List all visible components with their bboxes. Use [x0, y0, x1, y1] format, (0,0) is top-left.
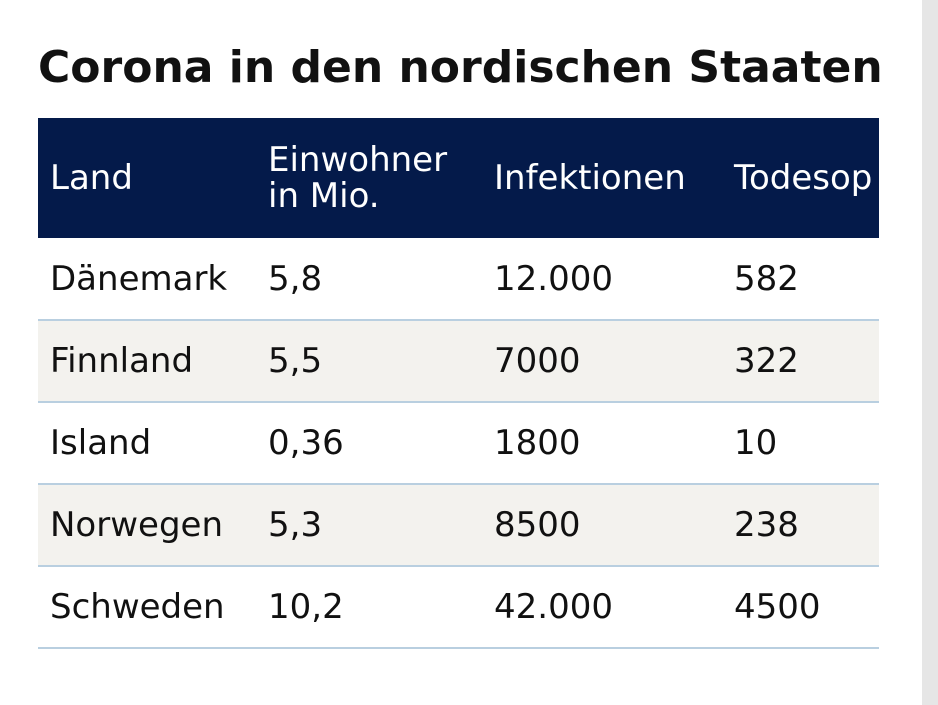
- cell-infektionen: 42.000: [494, 587, 613, 627]
- header-einwohner: Einwohner in Mio.: [268, 140, 448, 216]
- table-title: Corona in den nordischen Staaten: [38, 42, 883, 93]
- cell-infektionen: 8500: [494, 505, 581, 545]
- cell-infektionen: 12.000: [494, 258, 613, 299]
- header-infektionen: Infektionen: [494, 158, 686, 198]
- cell-einwohner: 10,2: [268, 587, 344, 627]
- cell-einwohner: 0,36: [268, 423, 344, 463]
- cell-todesopfer: 582: [734, 258, 799, 299]
- cell-todesopfer: 10: [734, 423, 778, 463]
- cell-einwohner: 5,3: [268, 505, 323, 545]
- table-body: Dänemark 5,8 12.000 582 Finnland 5,5 700…: [38, 238, 879, 648]
- table-row: Finnland 5,5 7000 322: [38, 320, 879, 402]
- table-row: Dänemark 5,8 12.000 582: [38, 238, 879, 320]
- cell-todesopfer: 4500: [734, 587, 821, 627]
- scrollbar-track[interactable]: [922, 0, 938, 705]
- corona-table: Land Einwohner in Mio. Infektionen Todes…: [38, 118, 879, 649]
- table-row: Norwegen 5,3 8500 238: [38, 484, 879, 566]
- cell-land: Norwegen: [50, 505, 223, 545]
- cell-todesopfer: 238: [734, 505, 799, 545]
- table-header: Land Einwohner in Mio. Infektionen Todes…: [38, 118, 879, 238]
- cell-infektionen: 1800: [494, 423, 581, 463]
- cell-land: Island: [50, 423, 152, 463]
- cell-land: Schweden: [50, 587, 225, 627]
- table-row: Schweden 10,2 42.000 4500: [38, 566, 879, 648]
- table-container: Land Einwohner in Mio. Infektionen Todes…: [38, 118, 879, 650]
- cell-einwohner: 5,8: [268, 258, 323, 299]
- cell-todesopfer: 322: [734, 341, 799, 381]
- cell-land: Finnland: [50, 341, 194, 381]
- cell-infektionen: 7000: [494, 341, 581, 381]
- header-row: Land Einwohner in Mio. Infektionen Todes…: [38, 118, 879, 238]
- cell-einwohner: 5,5: [268, 341, 323, 381]
- header-todesopfer: Todesop: [734, 158, 873, 198]
- cell-land: Dänemark: [50, 258, 228, 299]
- table-row: Island 0,36 1800 10: [38, 402, 879, 484]
- header-land: Land: [50, 158, 133, 198]
